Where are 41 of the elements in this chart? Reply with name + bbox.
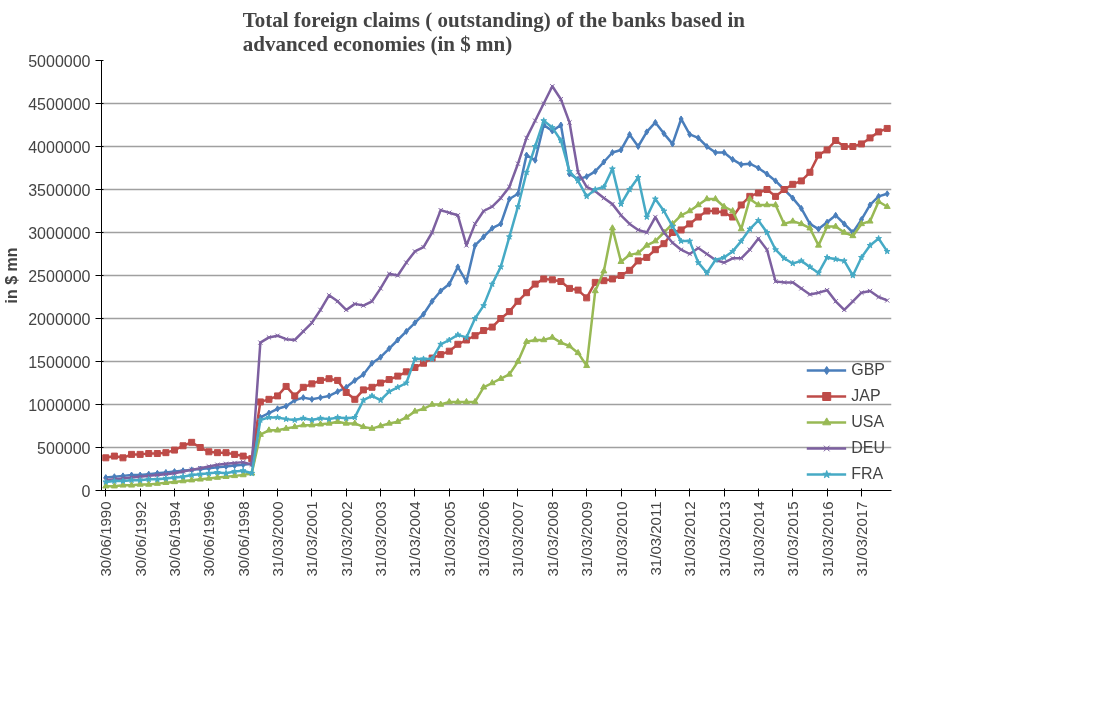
legend-label: USA [851, 413, 885, 431]
x-tick-label: 31/03/2006 [475, 501, 493, 577]
x-tick-label: 30/06/1996 [200, 501, 218, 577]
x-tick-label: 31/03/2016 [818, 501, 836, 577]
legend-label: FRA [851, 465, 884, 483]
x-tick-label: 31/03/2005 [440, 501, 458, 577]
x-tick-label: 31/03/2011 [646, 501, 664, 576]
y-tick-label: 1500000 [28, 353, 91, 371]
legend-label: GBP [851, 361, 885, 379]
x-tick-label: 31/03/2010 [612, 501, 630, 577]
legend-label: DEU [851, 439, 885, 457]
x-tick-label: 31/03/2004 [406, 501, 424, 577]
x-tick-label: 31/03/2009 [578, 501, 596, 577]
y-tick-label: 0 [81, 482, 91, 500]
y-tick-label: 5000000 [28, 52, 91, 70]
x-tick-label: 31/03/2001 [303, 501, 321, 577]
x-tick-label: 31/03/2013 [715, 501, 733, 577]
x-tick-label: 31/03/2007 [509, 501, 527, 577]
x-tick-label: 31/03/2014 [749, 501, 767, 577]
x-tick-label: 31/03/2008 [543, 501, 561, 577]
y-tick-label: 4500000 [28, 95, 91, 113]
y-tick-label: 3500000 [28, 181, 91, 199]
x-tick-label: 31/03/2000 [269, 501, 287, 577]
x-tick-label: 30/06/1992 [131, 501, 149, 577]
x-tick-label: 30/06/1998 [234, 501, 252, 577]
x-tick-label: 30/06/1994 [165, 501, 183, 577]
y-tick-label: 1000000 [28, 396, 91, 414]
x-tick-label: 31/03/2015 [784, 501, 802, 577]
y-tick-label: 3000000 [28, 224, 91, 242]
x-tick-label: 31/03/2003 [372, 501, 390, 577]
y-axis-title: in $ mn [3, 247, 21, 304]
x-tick-label: 31/03/2017 [852, 501, 870, 577]
x-tick-label: 31/03/2012 [681, 501, 699, 577]
x-tick-label: 31/03/2002 [337, 501, 355, 577]
y-tick-label: 2000000 [28, 310, 91, 328]
y-tick-label: 4000000 [28, 138, 91, 156]
chart-title: Total foreign claims ( outstanding) of the banks based in advanced economies (in $ mn) [242, 7, 746, 56]
y-tick-label: 2500000 [28, 267, 91, 285]
legend-label: JAP [851, 387, 881, 405]
x-tick-label: 30/06/1990 [97, 501, 115, 577]
y-tick-label: 500000 [37, 439, 91, 457]
